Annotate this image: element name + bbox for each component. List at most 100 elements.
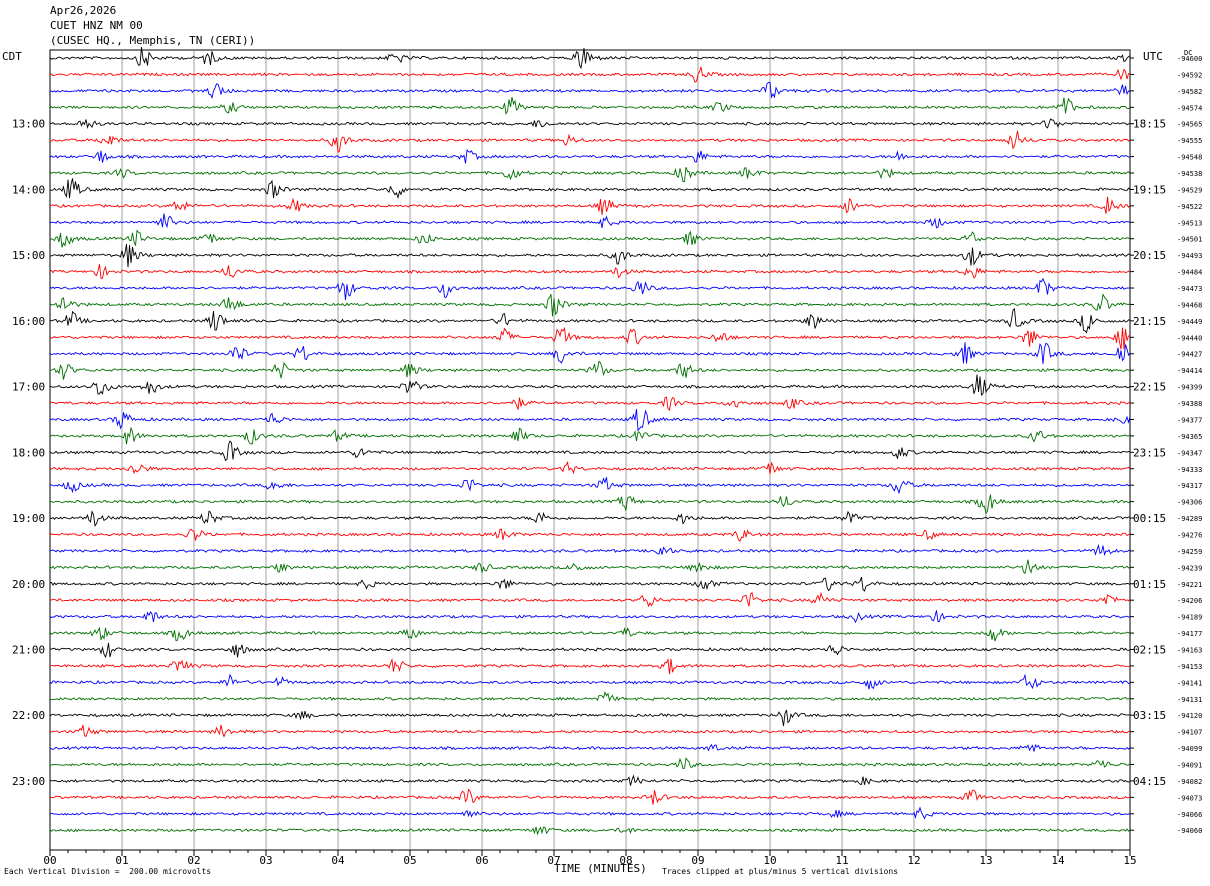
dc-offset-label: -94414 [1177, 367, 1202, 375]
dc-offset-label: -94538 [1177, 170, 1202, 178]
dc-offset-label: -94365 [1177, 433, 1202, 441]
left-hour-label: 16:00 [12, 315, 45, 328]
dc-offset-label: -94107 [1177, 729, 1202, 737]
trace-line [49, 691, 1131, 702]
trace-line [49, 326, 1131, 350]
right-hour-label: 20:15 [1133, 249, 1166, 262]
x-tick-label: 04 [331, 854, 345, 867]
dc-offset-header: DC [1184, 49, 1193, 57]
right-hour-label: 03:15 [1133, 709, 1166, 722]
left-hour-label: 20:00 [12, 578, 45, 591]
dc-offset-label: -94565 [1177, 121, 1202, 129]
trace-line [49, 293, 1131, 317]
plot-date: Apr26,2026 [50, 4, 117, 17]
dc-offset-label: -94468 [1177, 301, 1202, 309]
trace-line [49, 774, 1131, 786]
trace-line [49, 642, 1131, 659]
dc-offset-label: -94347 [1177, 449, 1202, 457]
x-tick-label: 02 [187, 854, 200, 867]
dc-offset-label: -94513 [1177, 219, 1202, 227]
x-tick-label: 06 [475, 854, 488, 867]
dc-offset-label: -94082 [1177, 778, 1202, 786]
trace-line [49, 396, 1131, 412]
station-location: (CUSEC HQ., Memphis, TN (CERI)) [50, 34, 256, 47]
x-tick-label: 15 [1123, 854, 1136, 867]
dc-offset-label: -94189 [1177, 614, 1202, 622]
trace-line [49, 528, 1131, 542]
x-tick-label: 09 [691, 854, 704, 867]
trace-line [49, 743, 1131, 752]
timezone-right-label: UTC [1143, 50, 1163, 63]
dc-offset-label: -94276 [1177, 531, 1202, 539]
right-hour-label: 23:15 [1133, 446, 1166, 459]
trace-line [49, 576, 1131, 592]
trace-line [49, 510, 1131, 528]
trace-line [49, 196, 1131, 215]
trace-line [49, 213, 1131, 229]
trace-line [49, 308, 1131, 334]
trace-line [49, 610, 1131, 624]
dc-offset-label: -94501 [1177, 236, 1202, 244]
trace-line [49, 47, 1131, 70]
x-tick-label: 05 [403, 854, 416, 867]
left-hour-label: 23:00 [12, 775, 45, 788]
trace-line [49, 374, 1131, 396]
trace-line [49, 97, 1131, 115]
trace-line [49, 626, 1131, 642]
x-tick-label: 13 [979, 854, 992, 867]
x-tick-label: 10 [763, 854, 776, 867]
right-hour-label: 21:15 [1133, 315, 1166, 328]
dc-offset-label: -94522 [1177, 203, 1202, 211]
left-hour-label: 19:00 [12, 512, 45, 525]
right-hour-label: 00:15 [1133, 512, 1166, 525]
dc-offset-label: -94206 [1177, 597, 1202, 605]
trace-line [49, 66, 1131, 83]
trace-line [49, 149, 1131, 164]
dc-offset-label: -94289 [1177, 515, 1202, 523]
trace-line [49, 788, 1131, 805]
label-layer: 00 01 02 03 04 05 06 07 08 09 10 11 12 13 14 15 -94600 -9… [12, 55, 1202, 867]
dc-offset-label: -94333 [1177, 466, 1202, 474]
x-tick-label: 03 [259, 854, 272, 867]
dc-offset-label: -94399 [1177, 384, 1202, 392]
dc-offset-label: -94120 [1177, 712, 1202, 720]
trace-line [49, 757, 1131, 770]
dc-offset-label: -94427 [1177, 351, 1202, 359]
trace-line [49, 724, 1131, 738]
left-hour-label: 21:00 [12, 643, 45, 656]
x-axis-label: TIME (MINUTES) [554, 862, 647, 875]
dc-offset-label: -94091 [1177, 761, 1202, 769]
dc-offset-label: -94555 [1177, 137, 1202, 145]
trace-line [49, 440, 1131, 462]
trace-line [49, 81, 1131, 100]
trace-line [49, 360, 1131, 380]
right-hour-label: 22:15 [1133, 381, 1166, 394]
x-tick-label: 01 [115, 854, 128, 867]
dc-offset-label: -94600 [1177, 55, 1202, 63]
dc-offset-label: -94259 [1177, 548, 1202, 556]
dc-offset-label: -94066 [1177, 811, 1202, 819]
trace-line [49, 477, 1131, 495]
timezone-left-label: CDT [2, 50, 22, 63]
trace-layer [49, 47, 1131, 836]
trace-line [49, 229, 1131, 248]
left-hour-label: 22:00 [12, 709, 45, 722]
x-tick-label: 08 [619, 854, 632, 867]
trace-line [49, 342, 1131, 364]
dc-offset-label: -94493 [1177, 252, 1202, 260]
trace-line [49, 118, 1131, 130]
dc-offset-label: -94548 [1177, 154, 1202, 162]
dc-offset-label: -94388 [1177, 400, 1202, 408]
trace-line [49, 408, 1131, 432]
clip-note: Traces clipped at plus/minus 5 vertical … [662, 867, 899, 876]
station-code: CUET HNZ NM 00 [50, 19, 143, 32]
dc-offset-label: -94377 [1177, 416, 1202, 424]
trace-line [49, 243, 1131, 268]
trace-line [49, 130, 1131, 154]
dc-offset-label: -94073 [1177, 794, 1202, 802]
dc-offset-label: -94592 [1177, 71, 1202, 79]
right-hour-label: 01:15 [1133, 578, 1166, 591]
right-hour-label: 19:15 [1133, 183, 1166, 196]
right-hour-label: 04:15 [1133, 775, 1166, 788]
